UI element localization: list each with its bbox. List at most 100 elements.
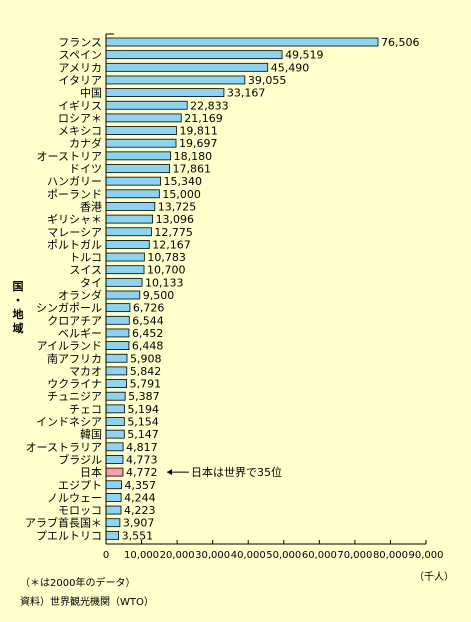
- x-tick-label: 40,000: [231, 550, 266, 561]
- category-label: アイルランド: [37, 340, 102, 353]
- value-label: 21,169: [184, 112, 223, 125]
- category-label: 韓国: [80, 428, 102, 441]
- value-label: 5,791: [130, 378, 162, 391]
- value-label: 5,147: [127, 428, 159, 441]
- value-label: 19,697: [179, 137, 218, 150]
- x-tick-label: 0: [103, 550, 109, 561]
- bar: [105, 480, 122, 490]
- y-axis-label-char: 国: [13, 280, 24, 293]
- category-label: モロッコ: [58, 504, 102, 517]
- x-tick-label: 70,000: [337, 550, 372, 561]
- bar: [105, 277, 143, 287]
- bar: [105, 227, 152, 237]
- bar: [105, 492, 122, 502]
- bar: [105, 239, 150, 249]
- value-label: 39,055: [248, 74, 287, 87]
- category-label: エジプト: [58, 479, 102, 492]
- x-axis: 0 10,000 20,000 30,000 40,000 50,000 60,000 70,…: [103, 33, 444, 561]
- category-label: オーストラリア: [26, 441, 102, 454]
- value-label: 45,490: [271, 61, 310, 74]
- bar: [105, 202, 156, 211]
- value-label: 5,194: [127, 403, 159, 416]
- bar: [105, 252, 145, 262]
- bar: [105, 88, 225, 97]
- x-unit-label: （千人）: [414, 571, 454, 583]
- x-tick-label: 90,000: [409, 550, 444, 561]
- category-label: ロシア＊: [58, 112, 102, 125]
- bar: [105, 518, 121, 528]
- value-label: 4,357: [124, 479, 155, 492]
- bar: [105, 353, 128, 363]
- value-label: 6,448: [132, 340, 164, 353]
- value-label: 5,154: [127, 416, 159, 429]
- bar: [105, 37, 379, 47]
- category-label: アメリカ: [59, 61, 102, 74]
- category-label: マカオ: [69, 365, 102, 378]
- value-label: 76,506: [381, 36, 420, 49]
- bar: [105, 366, 128, 376]
- value-label: 4,244: [124, 491, 156, 504]
- bar: [105, 404, 125, 414]
- x-tick-label: 10,000: [124, 550, 159, 561]
- bar: [105, 505, 122, 515]
- category-label: トルコ: [69, 251, 102, 264]
- bar: [105, 189, 160, 199]
- value-label: 12,775: [154, 226, 193, 239]
- bars: フランス 76,506 スペイン 49,519 アメリカ 45,490 イタリア 39,055…: [25, 36, 420, 542]
- asterisk-note: （＊は2000年のデータ）: [20, 576, 135, 589]
- category-label: ノルウェー: [47, 491, 102, 504]
- category-label: クロアチア: [47, 314, 102, 327]
- bar: [105, 100, 188, 110]
- value-label: 15,000: [162, 188, 201, 201]
- value-label: 33,167: [227, 87, 266, 100]
- category-label: カナダ: [69, 136, 102, 150]
- category-label: オランダ: [58, 288, 102, 302]
- category-label: ブラジル: [58, 452, 102, 466]
- bar: [105, 265, 145, 275]
- x-tick-label: 60,000: [302, 550, 337, 561]
- value-label: 6,452: [132, 327, 164, 340]
- category-label: イタリア: [58, 74, 102, 87]
- y-axis-label-char: 域: [13, 321, 24, 335]
- bar-highlight: [105, 467, 124, 477]
- value-label: 15,340: [164, 175, 203, 188]
- value-label: 5,908: [130, 352, 162, 365]
- category-label: マレーシア: [47, 226, 102, 239]
- value-label: 18,180: [174, 150, 213, 163]
- bar: [105, 391, 126, 401]
- category-label: 日本: [80, 465, 102, 479]
- annotation-arrowhead: [166, 469, 172, 476]
- bar: [105, 417, 125, 426]
- value-label: 4,772: [126, 466, 157, 479]
- value-label: 5,842: [130, 365, 162, 378]
- bar: [105, 126, 177, 135]
- x-tick-label: 80,000: [373, 550, 408, 561]
- category-label: シンガポール: [36, 302, 102, 315]
- category-label: タイ: [80, 276, 102, 289]
- category-label: プエルトリコ: [36, 529, 102, 542]
- category-label: 中国: [80, 87, 102, 100]
- category-label: 香港: [80, 200, 102, 213]
- bar: [105, 290, 141, 300]
- category-label: スペイン: [59, 49, 102, 62]
- x-tick-label: 20,000: [160, 550, 195, 561]
- category-label: フランス: [58, 36, 102, 49]
- category-label: チェコ: [69, 403, 102, 416]
- bar: [105, 75, 246, 85]
- value-label: 4,223: [124, 504, 155, 517]
- category-label: スイス: [69, 264, 102, 277]
- bar: [105, 455, 124, 464]
- value-label: 9,500: [143, 289, 175, 302]
- category-label: オーストリア: [37, 150, 102, 163]
- category-label: チュニジア: [47, 390, 102, 403]
- value-label: 19,811: [179, 125, 218, 138]
- category-label: ベルギー: [58, 327, 102, 340]
- bar: [105, 164, 170, 173]
- category-label: アラブ首長国＊: [25, 516, 102, 530]
- category-label: メキシコ: [58, 125, 102, 138]
- category-label: ギリシャ＊: [47, 213, 102, 226]
- value-label: 3,907: [123, 517, 155, 530]
- bar: [105, 151, 172, 161]
